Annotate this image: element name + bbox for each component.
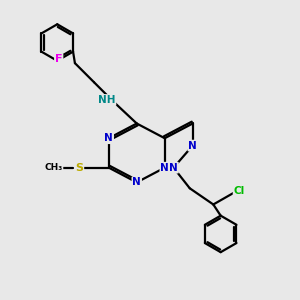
Text: F: F [55,54,62,64]
Text: NH: NH [98,95,116,105]
Text: CH₃: CH₃ [44,163,62,172]
Text: N: N [132,177,141,188]
Text: Cl: Cl [234,186,245,196]
Text: S: S [75,163,83,173]
Text: N: N [104,133,113,143]
Text: N: N [169,163,178,173]
Text: N: N [188,141,197,151]
Text: N: N [160,163,169,173]
